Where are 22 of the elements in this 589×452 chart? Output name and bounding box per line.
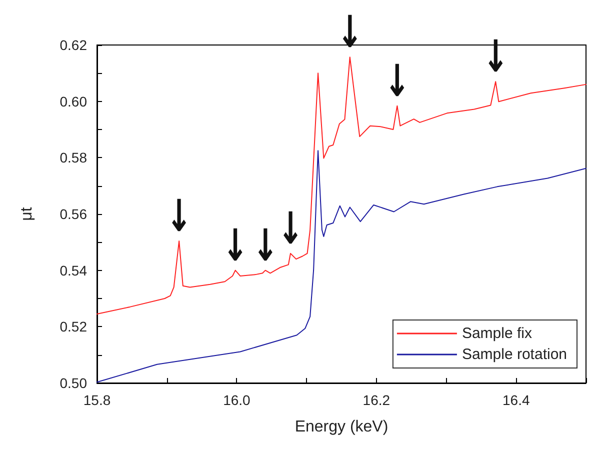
- legend-label: Sample rotation: [462, 346, 568, 363]
- legend-label: Sample fix: [462, 325, 532, 342]
- annotation: ↓: [336, 6, 363, 58]
- x-axis-title: Energy (keV): [294, 418, 388, 436]
- x-tick-label: 16.4: [502, 392, 530, 408]
- x-tick-label: 15.8: [83, 392, 111, 408]
- y-tick-label: 0.56: [60, 206, 88, 222]
- annotation: ↓: [166, 190, 192, 242]
- x-tick-label: 16.0: [223, 392, 251, 408]
- y-tick-label: 0.50: [60, 375, 88, 391]
- y-tick-label: 0.52: [60, 318, 88, 335]
- y-tick-label: 0.58: [60, 150, 88, 166]
- y-tick-label: 0.62: [60, 37, 88, 53]
- x-tick-label: 16.2: [362, 392, 390, 408]
- y-tick-label: 0.60: [60, 93, 88, 110]
- annotation: ↓: [482, 31, 509, 82]
- y-axis-title: μt: [18, 206, 36, 221]
- annotation: ↓: [252, 220, 278, 271]
- annotation: ↓: [278, 202, 304, 254]
- annotation: ↓: [384, 55, 410, 106]
- annotation: ↓: [222, 220, 248, 271]
- y-tick-label: 0.54: [60, 262, 88, 278]
